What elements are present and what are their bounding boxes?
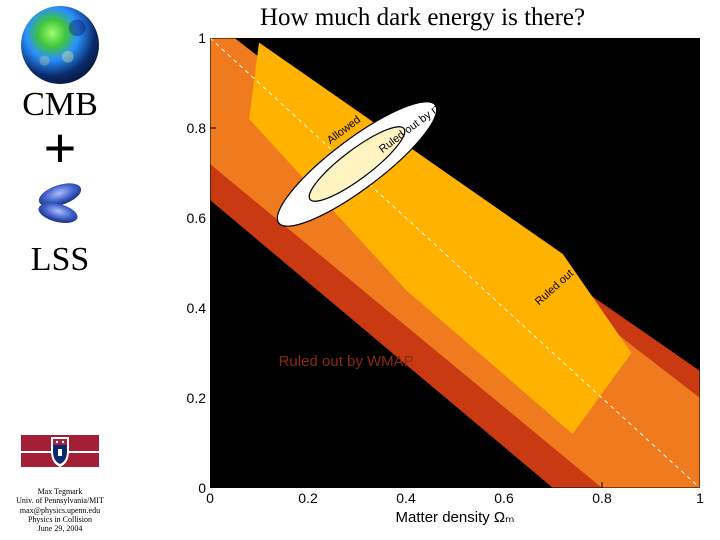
- chart-annotation: Ruled out by WMAP: [279, 353, 414, 370]
- credit-line: Physics in Collision: [16, 515, 104, 524]
- cmb-sphere-icon: [21, 6, 99, 84]
- credit-line: Univ. of Pennsylvania/MIT: [16, 496, 104, 505]
- x-axis-label: Matter density Ωₘ: [210, 508, 700, 526]
- x-tick-label: 0.8: [590, 490, 614, 506]
- plot-area: Ruled out by WMAPRuled out by WMAPAllowe…: [210, 38, 700, 488]
- x-tick-label: 1: [688, 490, 712, 506]
- credits-block: Max Tegmark Univ. of Pennsylvania/MIT ma…: [16, 487, 104, 533]
- credit-line: max@physics.upenn.edu: [16, 506, 104, 515]
- page: CMB + LSS: [0, 0, 720, 540]
- credit-line: June 29, 2004: [16, 524, 104, 533]
- y-tick-label: 0.8: [178, 120, 206, 136]
- credit-line: Max Tegmark: [16, 487, 104, 496]
- y-tick-label: 1: [178, 30, 206, 46]
- page-title: How much dark energy is there?: [260, 4, 585, 32]
- y-tick-label: 0.4: [178, 300, 206, 316]
- x-tick-label: 0.2: [296, 490, 320, 506]
- sidebar: CMB + LSS: [0, 0, 120, 540]
- x-tick-label: 0: [198, 490, 222, 506]
- chart-annotation: Ruled out by WMAP: [504, 92, 656, 110]
- y-tick-label: 0.6: [178, 210, 206, 226]
- lss-label: LSS: [31, 241, 90, 279]
- main: How much dark energy is there? Dark ener…: [120, 0, 720, 540]
- x-tick-label: 0.4: [394, 490, 418, 506]
- chart: Dark energy density ΩΛ Ruled out by WMAP…: [160, 30, 712, 530]
- x-tick-label: 0.6: [492, 490, 516, 506]
- plus-symbol: +: [44, 128, 77, 167]
- y-tick-label: 0.2: [178, 390, 206, 406]
- penn-shield-icon: [21, 429, 99, 477]
- lss-galaxy-icon: [28, 175, 92, 229]
